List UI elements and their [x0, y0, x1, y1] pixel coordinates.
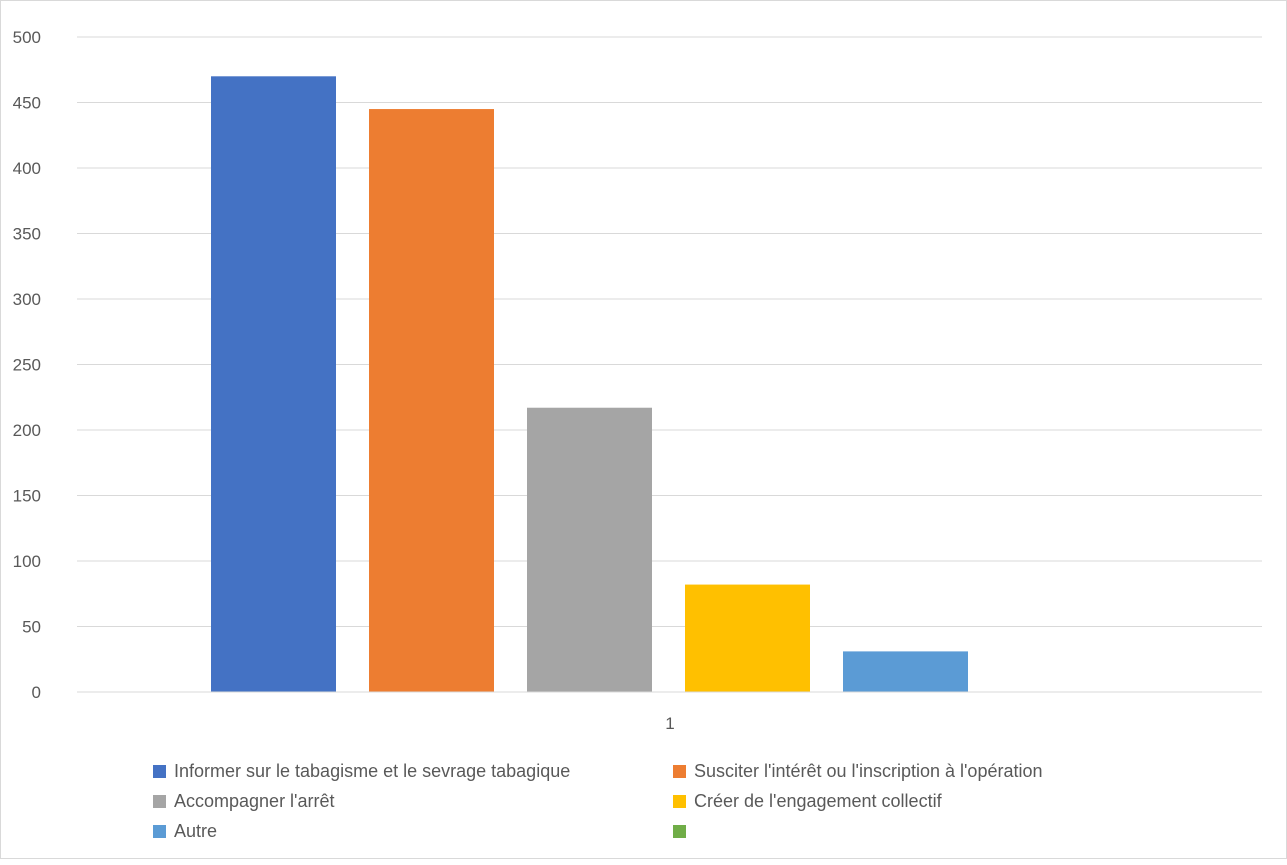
y-tick-label: 0 [32, 683, 41, 702]
bars [211, 76, 968, 693]
bar-series-2 [527, 407, 652, 692]
y-axis-ticks: 0 50 100 150 200 250 300 350 400 450 500 [13, 28, 41, 702]
legend-label: Autre [174, 820, 218, 841]
y-tick-label: 450 [13, 94, 41, 113]
legend-swatch [673, 764, 686, 778]
legend-swatch [153, 824, 166, 838]
x-axis-ticks: 1 [665, 714, 674, 733]
legend-label: Informer sur le tabagisme et le sevrage … [174, 760, 571, 781]
legend-item: Informer sur le tabagisme et le sevrage … [153, 759, 673, 783]
legend-label: Accompagner l'arrêt [174, 790, 335, 811]
y-tick-label: 50 [22, 618, 41, 637]
x-tick-label: 1 [665, 714, 674, 733]
y-tick-label: 200 [13, 421, 41, 440]
bar-series-4 [843, 651, 968, 692]
y-tick-label: 250 [13, 356, 41, 375]
bar-series-1 [369, 109, 494, 693]
y-tick-label: 350 [13, 225, 41, 244]
y-tick-label: 500 [13, 28, 41, 47]
legend-item: Créer de l'engagement collectif [673, 789, 1153, 813]
legend-swatch [673, 794, 686, 808]
legend-item: Autre [153, 819, 673, 843]
y-tick-label: 100 [13, 552, 41, 571]
legend-item [673, 819, 1153, 843]
y-tick-label: 400 [13, 159, 41, 178]
legend-label: Créer de l'engagement collectif [694, 790, 942, 811]
y-tick-label: 150 [13, 487, 41, 506]
bar-series-3 [685, 584, 810, 692]
legend-item: Susciter l'intérêt ou l'inscription à l'… [673, 759, 1153, 783]
bar-series-0 [211, 76, 336, 693]
legend-swatch [153, 764, 166, 778]
y-tick-label: 300 [13, 290, 41, 309]
legend: Informer sur le tabagisme et le sevrage … [153, 759, 1153, 843]
legend-swatch [673, 824, 686, 838]
legend-swatch [153, 794, 166, 808]
legend-label: Susciter l'intérêt ou l'inscription à l'… [694, 760, 1043, 781]
legend-item: Accompagner l'arrêt [153, 789, 673, 813]
